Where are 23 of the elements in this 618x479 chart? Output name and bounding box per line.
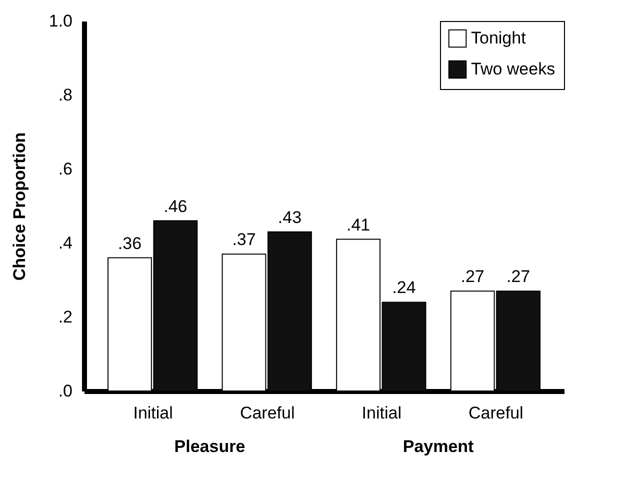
- x-tick-label: Careful: [240, 404, 295, 422]
- data-label: .24: [392, 278, 416, 298]
- data-label: .46: [164, 196, 188, 216]
- legend-label: Tonight: [471, 28, 526, 48]
- x-tick-label: Careful: [468, 404, 524, 422]
- data-label: .36: [118, 234, 142, 253]
- y-tick-label: 1.0: [48, 12, 72, 30]
- legend-label: Two weeks: [471, 60, 556, 78]
- data-label: .41: [346, 215, 370, 234]
- text: Pleasure: [174, 437, 246, 456]
- y-axis-title: Choice Proportion: [10, 132, 29, 281]
- x-tick-label: Initial: [133, 404, 173, 422]
- y-tick-label: .4: [58, 234, 72, 252]
- x-tick-label: Initial: [362, 404, 402, 422]
- data-label: .27: [460, 267, 484, 286]
- y-tick-label: .6: [58, 160, 72, 178]
- y-tick-label: .2: [58, 308, 72, 326]
- y-tick-label: .8: [58, 86, 72, 104]
- text: Payment: [402, 437, 474, 456]
- data-label: .43: [278, 208, 302, 227]
- data-label: .37: [232, 230, 256, 250]
- y-tick-label: .0: [58, 382, 72, 400]
- data-label: .27: [506, 267, 530, 286]
